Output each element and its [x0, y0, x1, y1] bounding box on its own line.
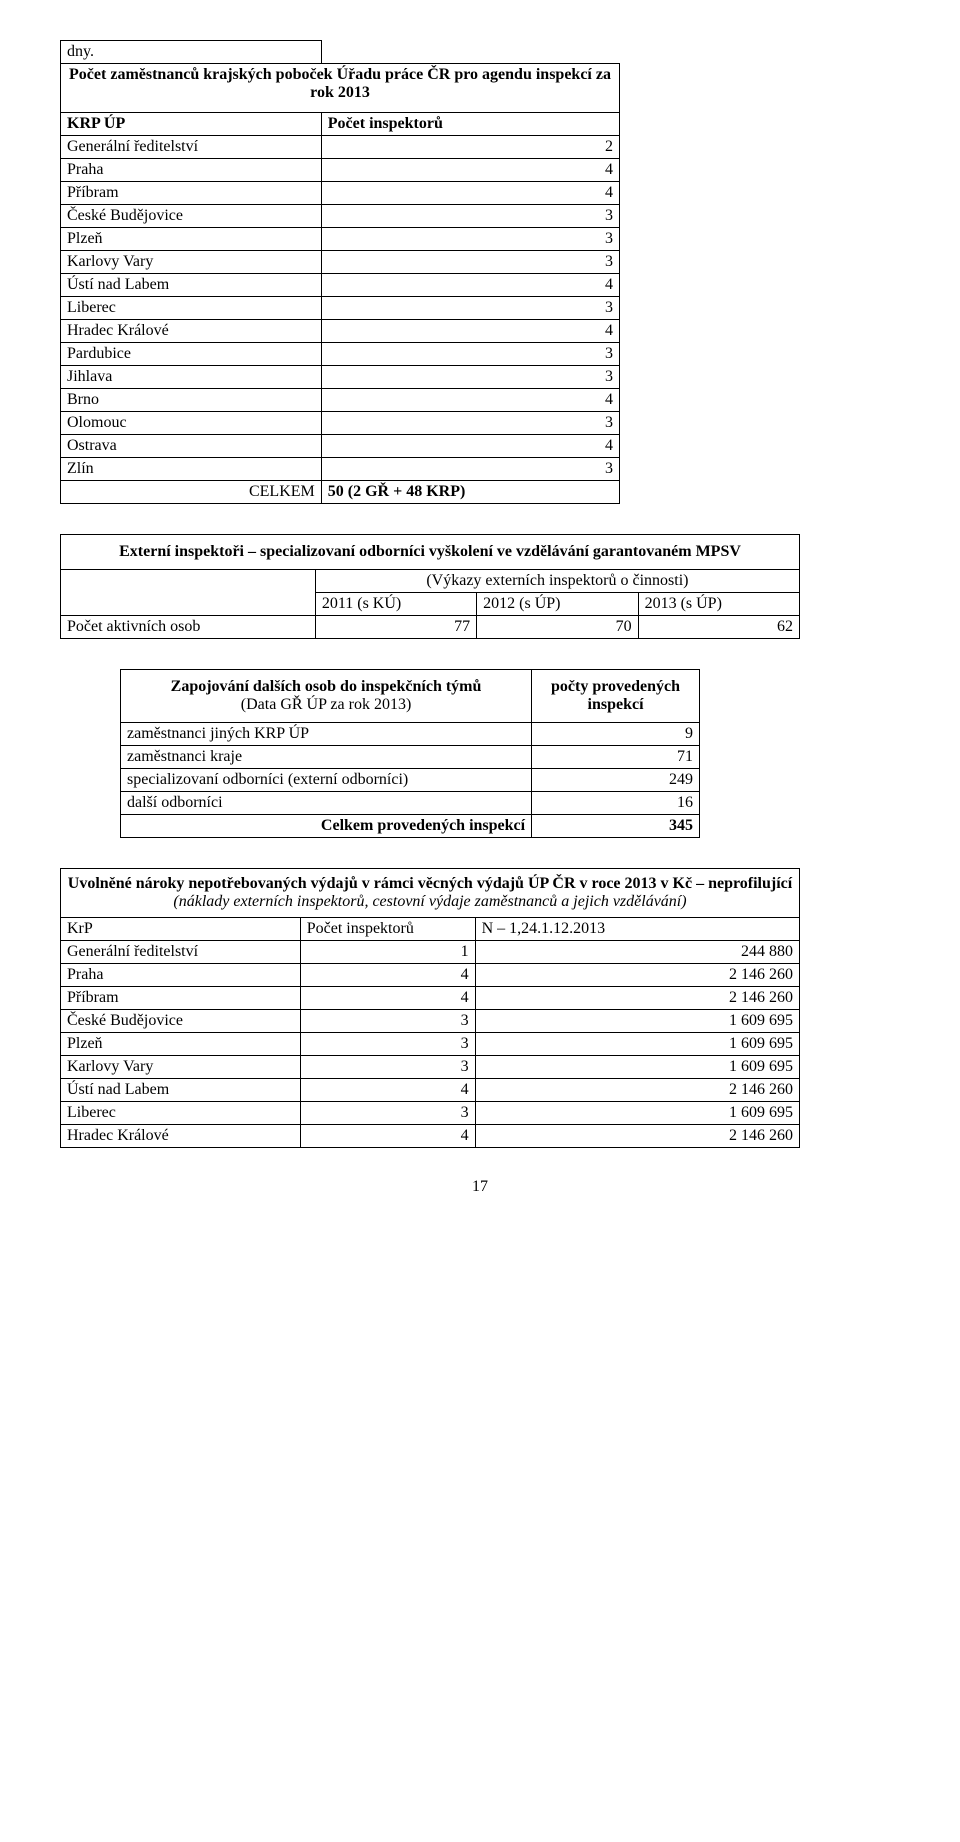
table-row-value: 4 — [321, 274, 619, 297]
table-row-label: Pardubice — [61, 343, 322, 366]
table-row-amount: 1 609 695 — [475, 1033, 799, 1056]
table-row-label: Liberec — [61, 1102, 301, 1125]
dny-cell: dny. — [61, 41, 322, 64]
t2-val-2: 62 — [638, 616, 799, 639]
t1-col2: Počet inspektorů — [321, 113, 619, 136]
table-row-label: Generální ředitelství — [61, 941, 301, 964]
table-row-label: Olomouc — [61, 412, 322, 435]
table-row-label: Ústí nad Labem — [61, 1079, 301, 1102]
t1-title: Počet zaměstnanců krajských poboček Úřad… — [61, 64, 620, 113]
table-row-count: 3 — [300, 1056, 475, 1079]
table-row-label: Praha — [61, 964, 301, 987]
table-row-label: Hradec Králové — [61, 1125, 301, 1148]
table-row-count: 1 — [300, 941, 475, 964]
table-row-value: 3 — [321, 412, 619, 435]
table-row-amount: 2 146 260 — [475, 987, 799, 1010]
t3-hdr-left: Zapojování dalších osob do inspekčních t… — [121, 670, 532, 723]
t2-empty — [61, 570, 316, 616]
t2-val-0: 77 — [315, 616, 476, 639]
table-row-value: 3 — [321, 343, 619, 366]
table-row-amount: 244 880 — [475, 941, 799, 964]
t2-subtitle: (Výkazy externích inspektorů o činnosti) — [315, 570, 799, 593]
table-row-value: 71 — [532, 746, 700, 769]
table-row-label: Jihlava — [61, 366, 322, 389]
table-row-count: 3 — [300, 1033, 475, 1056]
table-row-label: Ústí nad Labem — [61, 274, 322, 297]
t4-col2: Počet inspektorů — [300, 918, 475, 941]
table-involvement: Zapojování dalších osob do inspekčních t… — [120, 669, 700, 838]
t2-val-1: 70 — [477, 616, 638, 639]
table-external-inspectors: Externí inspektoři – specializovaní odbo… — [60, 534, 800, 639]
table-row-label: Karlovy Vary — [61, 251, 322, 274]
table-row-count: 3 — [300, 1010, 475, 1033]
t4-subtitle: (náklady externích inspektorů, cestovní … — [173, 893, 686, 910]
table-row-count: 4 — [300, 1125, 475, 1148]
table-row-label: Zlín — [61, 458, 322, 481]
table-row-value: 249 — [532, 769, 700, 792]
t4-title-text: Uvolněné nároky nepotřebovaných výdajů v… — [68, 875, 792, 892]
table-row-value: 3 — [321, 228, 619, 251]
table-row-value: 4 — [321, 159, 619, 182]
t3-total-label: Celkem provedených inspekcí — [121, 815, 532, 838]
table-row-value: 4 — [321, 435, 619, 458]
t3-hdr-bold: Zapojování dalších osob do inspekčních t… — [171, 678, 482, 695]
table-row-label: Ostrava — [61, 435, 322, 458]
t4-col3: N – 1,24.1.12.2013 — [475, 918, 799, 941]
t3-total-value: 345 — [532, 815, 700, 838]
table-row-amount: 2 146 260 — [475, 1079, 799, 1102]
table-row-label: Příbram — [61, 182, 322, 205]
table-row-value: 3 — [321, 297, 619, 320]
table-row-value: 9 — [532, 723, 700, 746]
table-row-amount: 1 609 695 — [475, 1056, 799, 1079]
table-row-value: 4 — [321, 320, 619, 343]
table-row-label: Praha — [61, 159, 322, 182]
table-row-label: Příbram — [61, 987, 301, 1010]
table-row-label: zaměstnanci kraje — [121, 746, 532, 769]
t1-col1: KRP ÚP — [61, 113, 322, 136]
t1-total-label: CELKEM — [61, 481, 322, 504]
table-row-label: Plzeň — [61, 228, 322, 251]
table-row-label: Plzeň — [61, 1033, 301, 1056]
t2-title: Externí inspektoři – specializovaní odbo… — [61, 535, 800, 570]
table-row-label: Karlovy Vary — [61, 1056, 301, 1079]
t2-row-label: Počet aktivních osob — [61, 616, 316, 639]
table-row-label: Hradec Králové — [61, 320, 322, 343]
t2-year-0: 2011 (s KÚ) — [315, 593, 476, 616]
table-row-value: 3 — [321, 205, 619, 228]
table-row-amount: 1 609 695 — [475, 1010, 799, 1033]
table-row-count: 4 — [300, 987, 475, 1010]
t2-year-2: 2013 (s ÚP) — [638, 593, 799, 616]
t3-hdr-right: počty provedených inspekcí — [532, 670, 700, 723]
table-row-value: 4 — [321, 182, 619, 205]
table-row-amount: 1 609 695 — [475, 1102, 799, 1125]
table-row-value: 16 — [532, 792, 700, 815]
table-row-label: České Budějovice — [61, 1010, 301, 1033]
table-row-value: 3 — [321, 366, 619, 389]
table-row-amount: 2 146 260 — [475, 1125, 799, 1148]
table-row-value: 2 — [321, 136, 619, 159]
table-row-count: 4 — [300, 1079, 475, 1102]
table-released-claims: Uvolněné nároky nepotřebovaných výdajů v… — [60, 868, 800, 1148]
page-number: 17 — [60, 1178, 900, 1196]
t3-hdr-sub: (Data GŘ ÚP za rok 2013) — [241, 696, 411, 713]
table-row-label: Generální ředitelství — [61, 136, 322, 159]
table-row-amount: 2 146 260 — [475, 964, 799, 987]
t4-title: Uvolněné nároky nepotřebovaných výdajů v… — [61, 869, 800, 918]
table-row-value: 3 — [321, 251, 619, 274]
table-row-label: České Budějovice — [61, 205, 322, 228]
table-row-label: další odborníci — [121, 792, 532, 815]
table-row-label: zaměstnanci jiných KRP ÚP — [121, 723, 532, 746]
table-row-count: 4 — [300, 964, 475, 987]
t1-total-value: 50 (2 GŘ + 48 KRP) — [321, 481, 619, 504]
t2-year-1: 2012 (s ÚP) — [477, 593, 638, 616]
table-row-count: 3 — [300, 1102, 475, 1125]
table-row-value: 4 — [321, 389, 619, 412]
table-row-label: specializovaní odborníci (externí odborn… — [121, 769, 532, 792]
table-row-label: Liberec — [61, 297, 322, 320]
table-staff-counts: dny. Počet zaměstnanců krajských poboček… — [60, 40, 620, 504]
t4-col1: KrP — [61, 918, 301, 941]
table-row-value: 3 — [321, 458, 619, 481]
table-row-label: Brno — [61, 389, 322, 412]
